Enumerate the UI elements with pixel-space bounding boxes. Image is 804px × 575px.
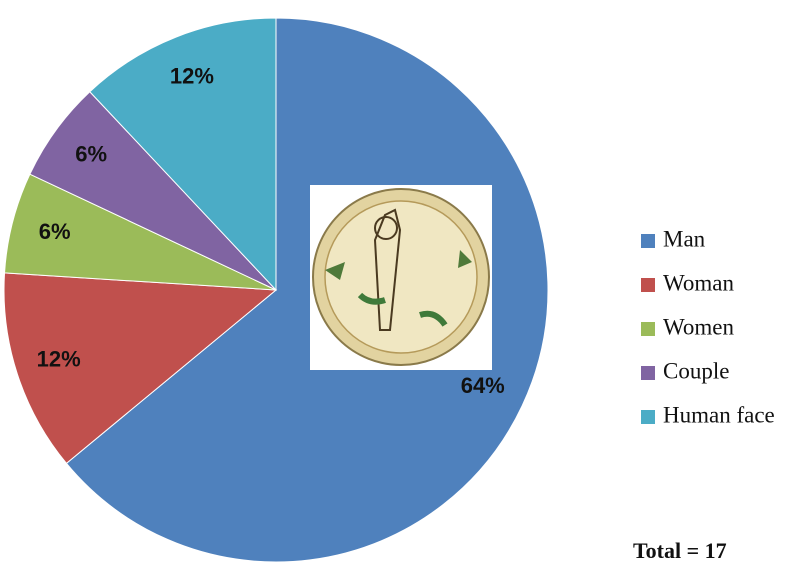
bowl-inner	[324, 200, 478, 354]
legend-swatch	[641, 278, 655, 292]
pie-slice	[89, 17, 277, 292]
slice-label: 6%	[75, 142, 107, 167]
slice-labels: 64% 12% 6% 6% 12%	[37, 63, 505, 398]
legend-swatch	[641, 366, 655, 380]
pie-slice	[3, 272, 278, 465]
legend-label: Man	[663, 226, 706, 251]
bowl-green-strokes	[357, 292, 448, 327]
legend-label: Human face	[663, 402, 775, 427]
slice-label: 12%	[37, 346, 81, 371]
slice-label: 12%	[170, 63, 214, 88]
legend-swatch	[641, 234, 655, 248]
bowl-picture	[310, 185, 492, 370]
total-annotation: Total = 17	[633, 538, 727, 563]
legend-swatch	[641, 410, 655, 424]
slice-label: 64%	[461, 373, 505, 398]
legend-swatch	[641, 322, 655, 336]
pie	[3, 17, 549, 563]
slice-label: 6%	[39, 219, 71, 244]
bowl-figure	[373, 208, 402, 331]
legend-label: Couple	[663, 358, 729, 383]
legend-label: Woman	[663, 270, 734, 295]
pie-slice	[65, 17, 549, 563]
legend: Man Woman Women Couple Human face	[641, 226, 775, 427]
legend-label: Women	[663, 314, 734, 339]
bowl-face	[374, 216, 398, 240]
bowl-decoration	[325, 250, 472, 280]
